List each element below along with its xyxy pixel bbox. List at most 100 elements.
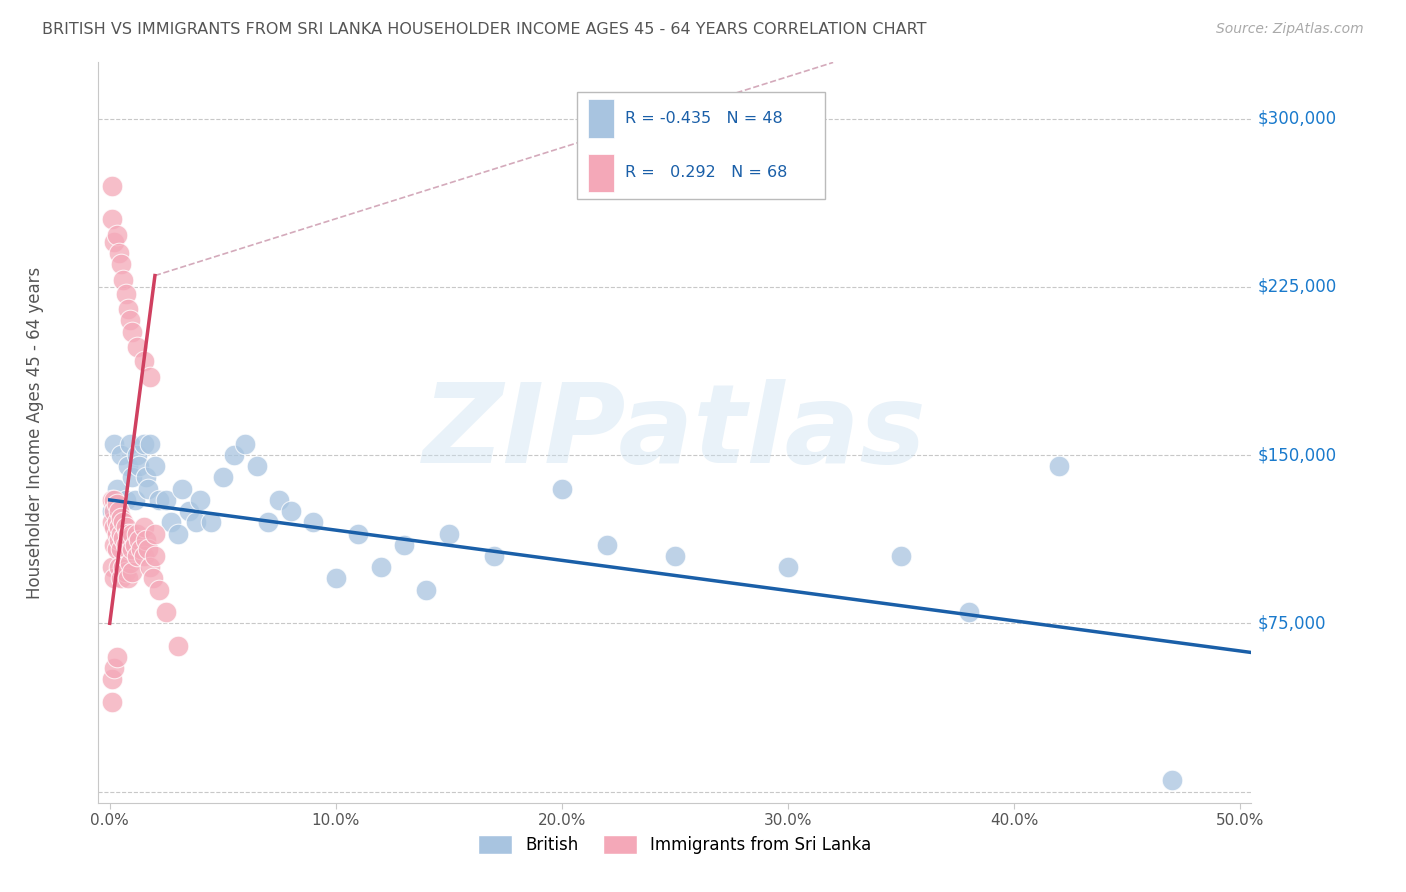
Point: [112, 516, 135, 530]
Point: [112, 560, 135, 574]
Point: [103, 571, 125, 585]
Point: [121, 470, 143, 484]
Point: [110, 257, 132, 271]
Text: R = -0.435   N = 48: R = -0.435 N = 48: [626, 112, 783, 126]
Point: [131, 542, 153, 557]
Point: [105, 497, 128, 511]
Point: [105, 482, 128, 496]
Point: [1047, 459, 1070, 474]
Point: [101, 212, 124, 227]
Point: [128, 533, 150, 548]
Point: [370, 560, 392, 574]
Point: [257, 516, 280, 530]
Point: [188, 492, 211, 507]
Point: [482, 549, 505, 563]
Text: $300,000: $300,000: [1258, 110, 1337, 128]
Point: [347, 526, 370, 541]
Point: [142, 571, 165, 585]
Point: [121, 565, 143, 579]
Point: [101, 695, 124, 709]
Point: [107, 533, 129, 548]
Point: [105, 516, 128, 530]
Point: [415, 582, 437, 597]
Point: [101, 178, 124, 193]
Point: [159, 516, 181, 530]
Point: [177, 504, 200, 518]
Point: [170, 482, 193, 496]
Point: [120, 437, 142, 451]
Point: [596, 538, 619, 552]
Point: [101, 504, 124, 518]
Point: [125, 549, 148, 563]
Point: [105, 650, 128, 665]
Point: [103, 235, 125, 249]
Point: [125, 526, 148, 541]
Point: [211, 470, 233, 484]
Point: [143, 549, 166, 563]
Point: [269, 492, 291, 507]
Point: [120, 556, 142, 570]
Point: [114, 565, 136, 579]
Point: [101, 516, 124, 530]
Point: [235, 437, 257, 451]
Point: [132, 354, 155, 368]
Point: [302, 516, 325, 530]
Point: [107, 246, 129, 260]
Point: [121, 526, 143, 541]
Point: [103, 492, 125, 507]
Point: [114, 538, 136, 552]
Text: $225,000: $225,000: [1258, 277, 1337, 296]
Bar: [589, 153, 614, 192]
Point: [121, 542, 143, 557]
Point: [1161, 773, 1184, 788]
Point: [392, 538, 415, 552]
Point: [110, 571, 132, 585]
Point: [325, 571, 347, 585]
Point: [101, 673, 124, 687]
Point: [105, 228, 128, 243]
Point: [437, 526, 460, 541]
Point: [132, 520, 155, 534]
Point: [136, 542, 159, 557]
Point: [103, 661, 125, 675]
Point: [124, 538, 146, 552]
Point: [103, 504, 125, 518]
Point: [103, 437, 125, 451]
Point: [117, 459, 139, 474]
Text: Householder Income Ages 45 - 64 years: Householder Income Ages 45 - 64 years: [25, 267, 44, 599]
Point: [105, 542, 128, 557]
Text: $75,000: $75,000: [1258, 615, 1327, 632]
Point: [107, 560, 129, 574]
Point: [136, 482, 159, 496]
Point: [132, 549, 155, 563]
Legend: British, Immigrants from Sri Lanka: British, Immigrants from Sri Lanka: [472, 829, 877, 861]
Point: [110, 448, 132, 462]
Point: [135, 470, 157, 484]
Point: [551, 482, 574, 496]
Point: [112, 273, 135, 287]
Point: [117, 571, 139, 585]
Point: [117, 542, 139, 557]
Point: [120, 313, 142, 327]
Point: [103, 538, 125, 552]
Point: [124, 492, 146, 507]
Point: [112, 531, 135, 545]
Point: [139, 437, 162, 451]
Point: [103, 520, 125, 534]
Point: [664, 549, 686, 563]
Point: [110, 526, 132, 541]
Point: [114, 286, 136, 301]
Point: [105, 526, 128, 541]
Point: [222, 448, 245, 462]
Point: [166, 526, 188, 541]
Text: R =   0.292   N = 68: R = 0.292 N = 68: [626, 165, 787, 180]
Point: [280, 504, 302, 518]
Point: [107, 520, 129, 534]
Text: ZIPatlas: ZIPatlas: [423, 379, 927, 486]
Point: [114, 492, 136, 507]
Point: [148, 582, 170, 597]
Point: [117, 302, 139, 317]
Point: [890, 549, 912, 563]
Text: $150,000: $150,000: [1258, 446, 1337, 464]
Point: [184, 516, 207, 530]
